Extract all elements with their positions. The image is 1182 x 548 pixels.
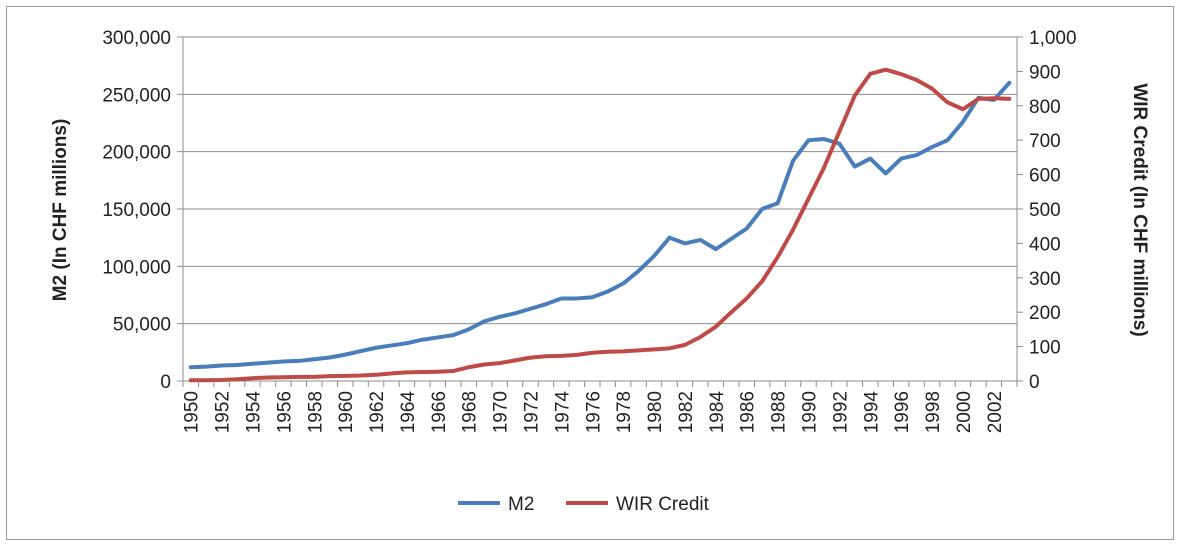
series-line-wir-credit	[188, 67, 1012, 383]
legend-label-m2: M2	[508, 494, 534, 515]
right-tick-label: 100	[1029, 338, 1061, 359]
x-tick-label: 1956	[274, 391, 295, 433]
x-tick-label: 1960	[336, 391, 357, 433]
left-tick-label: 250,000	[102, 85, 171, 106]
legend-label-wir-credit: WIR Credit	[616, 494, 710, 515]
right-tick-label: 0	[1029, 372, 1040, 393]
series-lines	[188, 67, 1012, 383]
x-tick-label: 1964	[398, 391, 419, 434]
x-tick-label: 1970	[491, 391, 512, 433]
right-axis-ticks: 0 100 200 300 400 500 600 700 800 900 1,000	[1017, 28, 1077, 393]
right-tick-label: 300	[1029, 269, 1061, 290]
legend: M2 WIR Credit	[458, 494, 710, 515]
right-tick-label: 700	[1029, 131, 1061, 152]
left-tick-label: 200,000	[102, 143, 171, 164]
x-tick-label: 1954	[244, 391, 265, 434]
left-tick-label: 100,000	[102, 257, 171, 278]
left-tick-label: 150,000	[102, 200, 171, 221]
x-tick-label: 1992	[830, 391, 851, 433]
chart-frame	[6, 6, 1174, 540]
right-tick-label: 200	[1029, 303, 1061, 324]
series-line-m2	[188, 80, 1012, 370]
x-tick-label: 1974	[552, 391, 573, 434]
left-tick-label: 0	[160, 372, 171, 393]
left-tick-label: 300,000	[102, 28, 171, 49]
right-tick-label: 600	[1029, 166, 1061, 187]
x-tick-label: 1952	[213, 391, 234, 433]
x-tick-label: 2002	[985, 391, 1006, 433]
right-tick-label: 500	[1029, 200, 1061, 221]
right-tick-label: 1,000	[1029, 28, 1077, 49]
x-tick-label: 1966	[429, 391, 450, 433]
x-tick-label: 1980	[645, 391, 666, 433]
x-tick-label: 1998	[923, 391, 944, 433]
x-tick-label: 1994	[861, 391, 882, 434]
x-tick-label: 2000	[954, 391, 975, 433]
grid-lines	[183, 36, 1017, 325]
left-axis-ticks: 0 50,000 100,000 150,000 200,000 250,000 300,0…	[102, 28, 183, 393]
x-tick-label: 1958	[305, 391, 326, 433]
right-axis-title: WIR Credit (In CHF millions)	[1129, 83, 1150, 336]
right-tick-label: 800	[1029, 97, 1061, 118]
left-axis-title: M2 (In CHF millions)	[50, 119, 71, 302]
x-tick-label: 1950	[182, 391, 203, 433]
left-tick-label: 50,000	[113, 315, 171, 336]
x-tick-label: 1984	[707, 391, 728, 434]
x-tick-label: 1962	[367, 391, 388, 433]
x-tick-label: 1988	[769, 391, 790, 433]
x-tick-label: 1982	[676, 391, 697, 433]
x-tick-label: 1972	[522, 391, 543, 433]
x-tick-label: 1986	[738, 391, 759, 433]
x-tick-label: 1990	[800, 391, 821, 433]
right-tick-label: 400	[1029, 234, 1061, 255]
right-tick-label: 900	[1029, 62, 1061, 83]
x-tick-label: 1996	[892, 391, 913, 433]
x-tick-label: 1976	[583, 391, 604, 433]
x-tick-label: 1968	[460, 391, 481, 433]
x-tick-label: 1978	[614, 391, 635, 433]
x-axis-ticks: 1950 1952 1954 1956 1958 1960 1962 1964 1966 1968…	[182, 381, 1018, 434]
